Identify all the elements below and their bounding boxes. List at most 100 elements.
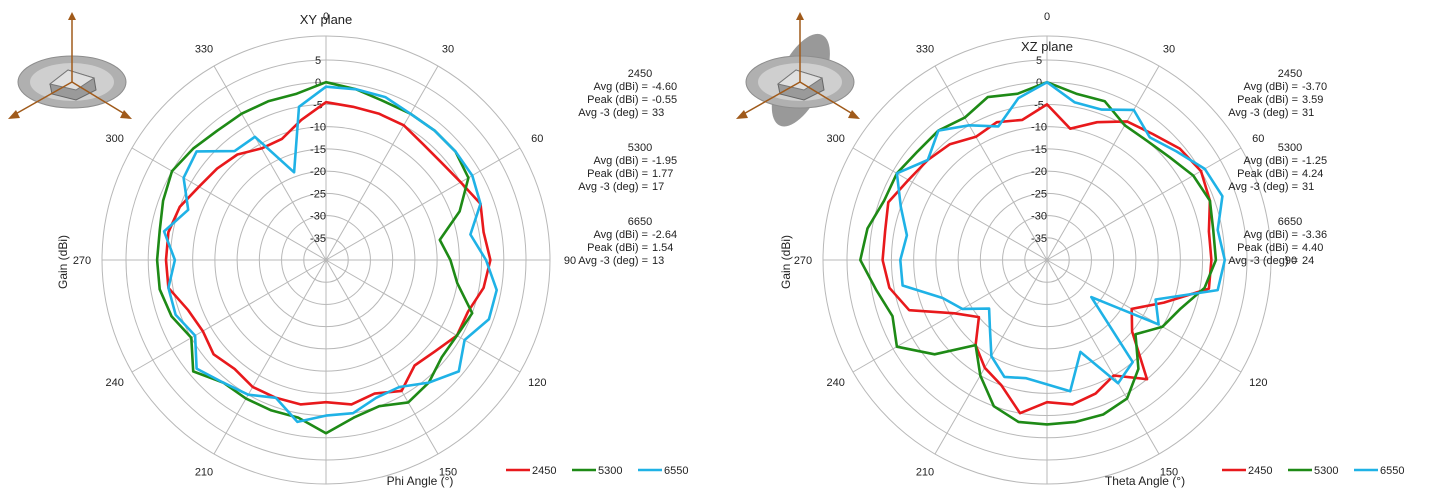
grid-spoke	[325, 259, 521, 373]
x-axis-arrow	[11, 81, 73, 117]
grid-spoke	[1046, 65, 1160, 261]
x-axis-label: Phi Angle (°)	[387, 474, 454, 488]
series-line-2450	[881, 103, 1213, 415]
radial-tick-label: -10	[310, 122, 326, 134]
radial-tick-label: -5	[1034, 99, 1044, 111]
legend-label: 6550	[664, 465, 688, 477]
x-axis-arrow	[739, 81, 801, 117]
stats-label: Avg (dBi) =	[593, 81, 648, 93]
stats-value: 31	[1302, 181, 1314, 193]
stats-value: 1.77	[652, 168, 673, 180]
grid-spoke	[852, 259, 1048, 373]
stats-label: Peak (dBi) =	[587, 242, 648, 254]
stats-label: Avg (dBi) =	[1243, 229, 1298, 241]
angle-tick-label: 60	[531, 133, 543, 145]
angle-tick-label: 0	[1044, 11, 1050, 23]
grid-spoke	[1046, 259, 1160, 455]
angle-tick-label: 210	[195, 466, 213, 478]
stats-label: Avg (dBi) =	[593, 229, 648, 241]
angle-tick-labels: 0306090120150180210240270300330	[73, 11, 576, 478]
stats-label: Avg -3 (deg) =	[578, 255, 648, 267]
series-line-6550	[895, 80, 1227, 393]
stats-value: -1.25	[1302, 155, 1327, 167]
stats-value: 13	[652, 255, 664, 267]
radial-tick-labels: 5 0 -5 -10 -15 -20 -25 -30 -35	[310, 55, 326, 245]
stats-value: 4.40	[1302, 242, 1323, 254]
angle-tick-label: 30	[1163, 44, 1175, 56]
series-line-5300	[155, 80, 474, 435]
grid-spoke	[131, 259, 327, 373]
stats-heading: 2450	[1278, 68, 1302, 80]
stats-value: -2.64	[652, 229, 677, 241]
z-axis-arrowhead	[796, 12, 804, 20]
stats-heading: 5300	[1278, 142, 1302, 154]
stats-value: 1.54	[652, 242, 673, 254]
radial-tick-label: -30	[310, 211, 326, 223]
angle-tick-label: 300	[106, 133, 124, 145]
radial-tick-label: -35	[310, 233, 326, 245]
x-axis-arrowhead	[736, 110, 748, 119]
polar-chart-1: 50-5-10-15-20-25-30-35030609012015018021…	[8, 11, 688, 488]
radial-tick-label: -15	[1031, 144, 1047, 156]
radial-tick-label: -5	[313, 99, 323, 111]
angle-tick-label: 90	[1285, 255, 1297, 267]
radial-grid	[822, 35, 1272, 485]
angle-tick-label: 60	[1252, 133, 1264, 145]
stats-value: 24	[1302, 255, 1314, 267]
stats-value: 33	[652, 107, 664, 119]
y-axis-label: Gain (dBi)	[779, 235, 793, 289]
radial-tick-label: 0	[315, 77, 321, 89]
x-axis-arrowhead	[8, 110, 20, 119]
radial-tick-label: -20	[1031, 166, 1047, 178]
grid-spoke	[213, 259, 327, 455]
stats-label: Peak (dBi) =	[587, 168, 648, 180]
stats-label: Avg (dBi) =	[593, 155, 648, 167]
angle-tick-label: 240	[827, 377, 845, 389]
grid-spoke	[325, 259, 439, 455]
y-axis-arrowhead	[120, 110, 132, 119]
stats-heading: 6650	[1278, 216, 1302, 228]
radial-tick-label: -25	[1031, 188, 1047, 200]
stats-label: Avg -3 (deg) =	[1228, 181, 1298, 193]
stats-label: Avg (dBi) =	[1243, 155, 1298, 167]
legend: 2450 5300 6550	[1222, 465, 1404, 477]
grid-spoke	[1046, 259, 1242, 373]
angle-tick-label: 240	[106, 377, 124, 389]
legend: 2450 5300 6550	[506, 465, 688, 477]
legend-label: 2450	[1248, 465, 1272, 477]
stats-value: 3.59	[1302, 94, 1323, 106]
radial-tick-label: -20	[310, 166, 326, 178]
radial-tick-label: -25	[310, 188, 326, 200]
polar-chart-2: 50-5-10-15-20-25-30-35030609012015018021…	[736, 11, 1404, 488]
stats-heading: 6650	[628, 216, 652, 228]
grid-spoke	[325, 65, 439, 261]
angle-tick-label: 330	[916, 44, 934, 56]
stats-value: -3.36	[1302, 229, 1327, 241]
stats-label: Avg -3 (deg) =	[578, 181, 648, 193]
grid-spoke	[852, 147, 1048, 261]
stats-label: Avg -3 (deg) =	[578, 107, 648, 119]
radial-tick-label: 5	[315, 55, 321, 67]
radial-tick-label: 5	[1036, 55, 1042, 67]
angle-tick-label: 0	[323, 11, 329, 23]
angle-tick-label: 120	[528, 377, 546, 389]
stats-value: 4.24	[1302, 168, 1323, 180]
angle-tick-label: 210	[916, 466, 934, 478]
antenna-orientation-icon	[8, 12, 132, 119]
radial-tick-labels: 5 0 -5 -10 -15 -20 -25 -30 -35	[1031, 55, 1047, 245]
legend-label: 2450	[532, 465, 556, 477]
angle-tick-label: 30	[442, 44, 454, 56]
legend-label: 5300	[598, 465, 622, 477]
grid-spoke	[131, 147, 327, 261]
radial-tick-label: -15	[310, 144, 326, 156]
grid-spoke	[325, 147, 521, 261]
stats-label: Avg -3 (deg) =	[1228, 255, 1298, 267]
stats-value: -0.55	[652, 94, 677, 106]
series-group	[155, 80, 499, 435]
series-line-6550	[162, 85, 499, 424]
angle-tick-label: 90	[564, 255, 576, 267]
chart-title: XZ plane	[1021, 39, 1073, 54]
radial-tick-label: -30	[1031, 211, 1047, 223]
